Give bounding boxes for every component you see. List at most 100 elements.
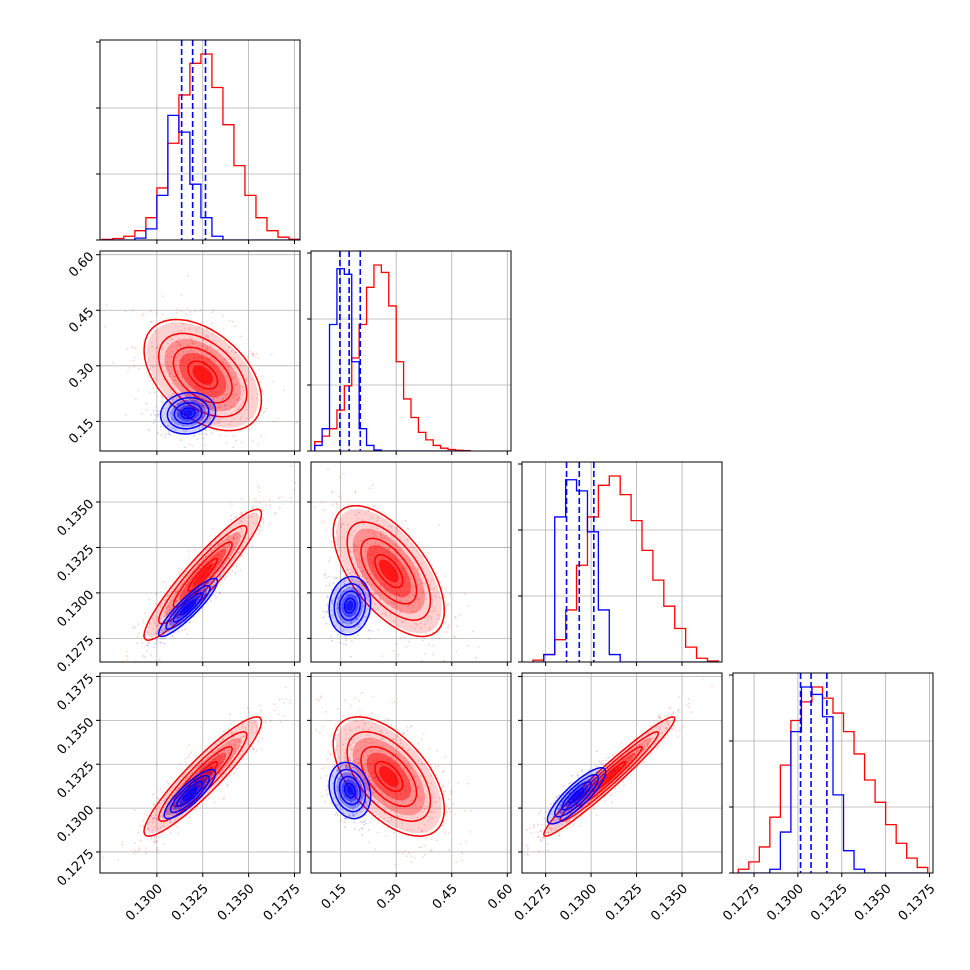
- red-sample-point: [356, 549, 359, 551]
- red-sample-point: [331, 491, 334, 494]
- red-sample-point: [248, 516, 251, 519]
- red-sample-point: [132, 359, 135, 362]
- red-sample-point: [218, 542, 221, 544]
- blue-sample-point: [330, 802, 333, 804]
- red-sample-point: [381, 780, 384, 782]
- blue-sample-point: [204, 593, 207, 596]
- blue-sample-point: [355, 606, 358, 609]
- red-sample-point: [254, 721, 256, 723]
- red-sample-point: [380, 585, 382, 587]
- red-sample-point: [214, 540, 217, 543]
- red-sample-point: [176, 308, 179, 310]
- red-sample-point: [157, 413, 159, 416]
- blue-sample-point: [195, 785, 198, 787]
- blue-sample-point: [144, 656, 146, 658]
- red-sample-point: [228, 408, 231, 411]
- red-histogram-v0: [101, 53, 300, 240]
- red-sample-point: [189, 383, 191, 386]
- red-sample-point: [228, 539, 231, 542]
- red-sample-point: [168, 606, 171, 609]
- red-sample-point: [379, 613, 382, 616]
- red-sample-point: [404, 787, 407, 790]
- blue-sample-point: [368, 810, 371, 813]
- blue-sample-point: [179, 594, 182, 597]
- red-sample-point: [175, 789, 178, 792]
- red-sample-point: [206, 358, 209, 361]
- red-sample-point: [368, 487, 371, 490]
- blue-sample-point: [336, 814, 339, 817]
- red-sample-point: [365, 549, 368, 551]
- red-sample-point: [176, 826, 179, 828]
- blue-sample-point: [340, 590, 342, 593]
- blue-sample-point: [331, 765, 334, 768]
- red-sample-point: [159, 826, 162, 829]
- red-sample-point: [195, 386, 198, 388]
- red-sample-point: [393, 650, 395, 652]
- red-sample-point: [409, 576, 412, 579]
- blue-sample-point: [341, 622, 343, 624]
- red-sample-point: [408, 604, 410, 607]
- red-sample-point: [417, 569, 419, 572]
- red-sample-point: [381, 655, 384, 657]
- red-sample-point: [124, 310, 127, 313]
- blue-sample-point: [164, 630, 167, 632]
- blue-sample-point: [339, 641, 342, 644]
- blue-sample-point: [196, 410, 199, 413]
- blue-sample-point: [336, 577, 338, 580]
- red-sample-point: [471, 630, 474, 633]
- red-sample-point: [442, 824, 445, 827]
- red-sample-point: [241, 386, 244, 389]
- red-sample-point: [156, 347, 158, 350]
- red-sample-point: [146, 814, 148, 817]
- red-sample-point: [331, 503, 334, 506]
- red-sample-point: [421, 591, 424, 594]
- red-sample-point: [376, 516, 379, 519]
- red-sample-point: [403, 568, 405, 570]
- blue-sample-point: [197, 599, 200, 601]
- red-sample-point: [212, 406, 215, 409]
- red-sample-point: [155, 847, 158, 849]
- red-sample-point: [211, 397, 214, 400]
- panel-v1-v1: [307, 250, 512, 455]
- red-sample-point: [212, 527, 214, 530]
- blue-sample-point: [174, 807, 177, 810]
- blue-sample-point: [188, 777, 191, 780]
- red-sample-point: [401, 597, 403, 599]
- red-sample-point: [323, 508, 326, 511]
- blue-sample-point: [345, 612, 347, 615]
- red-sample-point: [225, 740, 228, 743]
- red-sample-point: [420, 846, 422, 849]
- red-sample-point: [155, 836, 158, 839]
- red-sample-point: [400, 589, 402, 592]
- red-sample-point: [372, 532, 375, 534]
- red-sample-point: [324, 521, 326, 524]
- blue-sample-point: [346, 594, 349, 597]
- red-sample-point: [171, 794, 174, 797]
- red-sample-point: [181, 568, 184, 571]
- blue-sample-point: [207, 582, 209, 585]
- red-sample-point: [361, 564, 364, 566]
- red-sample-point: [367, 762, 370, 765]
- red-sample-point: [423, 623, 426, 626]
- x-tick-label: 0.1300: [123, 881, 166, 924]
- red-sample-point: [495, 868, 497, 870]
- red-sample-point: [425, 837, 428, 839]
- red-sample-point: [345, 764, 348, 766]
- red-sample-point: [251, 353, 254, 356]
- red-sample-point: [447, 781, 450, 784]
- red-sample-point: [216, 553, 219, 556]
- red-sample-point: [455, 861, 458, 863]
- red-sample-point: [422, 568, 425, 570]
- red-sample-point: [164, 599, 167, 601]
- red-sample-point: [417, 570, 419, 573]
- red-sample-point: [349, 572, 352, 575]
- blue-sample-point: [178, 800, 181, 803]
- red-sample-point: [240, 511, 243, 514]
- blue-sample-point: [369, 782, 372, 785]
- red-sample-point: [338, 537, 341, 539]
- red-sample-point: [208, 760, 211, 763]
- blue-sample-point: [222, 566, 225, 568]
- blue-sample-point: [180, 402, 183, 404]
- blue-sample-point: [356, 618, 358, 620]
